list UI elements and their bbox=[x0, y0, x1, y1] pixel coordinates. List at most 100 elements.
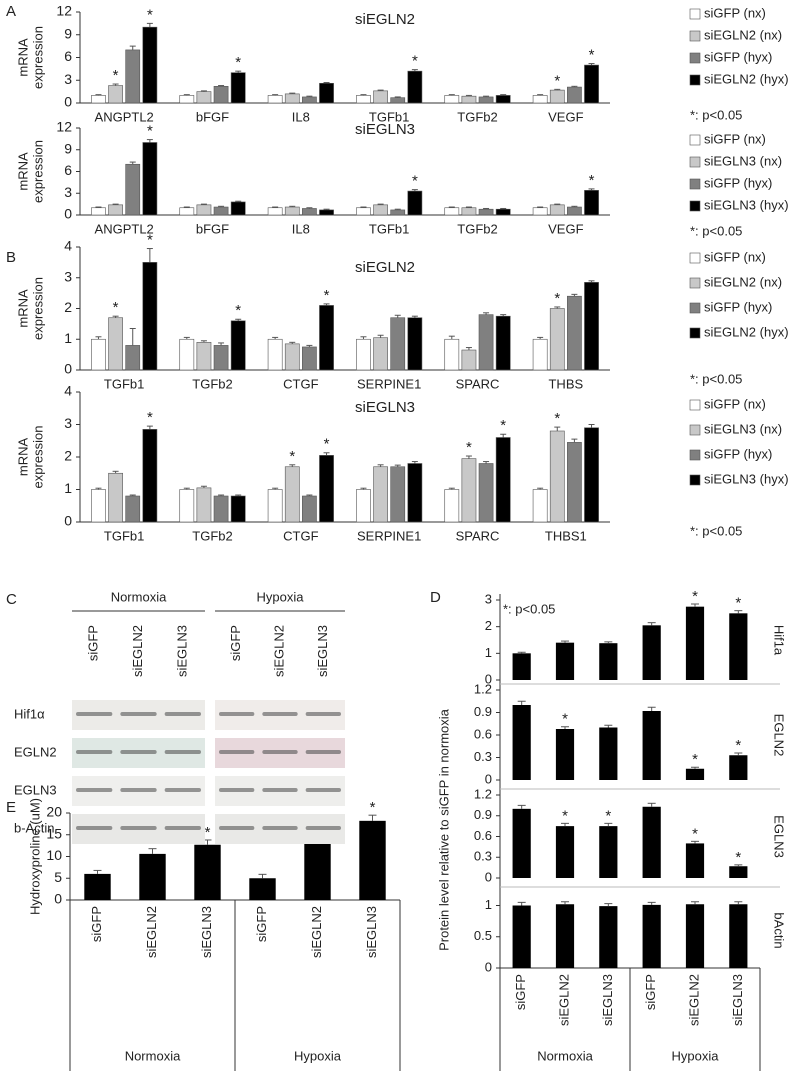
legend-label: siEGLN2 (nx) bbox=[704, 27, 782, 42]
bar bbox=[444, 207, 460, 216]
significance-note: *: p<0.05 bbox=[690, 371, 742, 386]
y-tick-label: 3 bbox=[64, 71, 72, 87]
bar bbox=[213, 206, 229, 216]
bar bbox=[549, 308, 565, 371]
x-tick-label: SERPINE1 bbox=[357, 528, 421, 543]
bar bbox=[319, 455, 334, 523]
bar bbox=[512, 653, 531, 680]
legend-swatch bbox=[689, 200, 701, 212]
chart-title: siEGLN3 bbox=[355, 121, 415, 138]
bar bbox=[567, 206, 582, 216]
bar bbox=[478, 208, 494, 216]
bar bbox=[495, 437, 511, 523]
x-tick-label: TGFb2 bbox=[457, 221, 497, 236]
bar bbox=[532, 207, 548, 216]
bar bbox=[91, 95, 106, 104]
x-tick-label: CTGF bbox=[283, 376, 318, 391]
bar bbox=[461, 458, 477, 523]
legend-swatch bbox=[689, 252, 701, 264]
bar bbox=[567, 442, 582, 523]
legend-swatch bbox=[689, 399, 701, 411]
bar bbox=[194, 844, 221, 900]
y-tick-label: 3 bbox=[485, 591, 492, 606]
significance-star: * bbox=[735, 849, 741, 866]
facet-label: EGLN3 bbox=[772, 815, 787, 858]
bar bbox=[407, 190, 423, 216]
y-tick-label: 1 bbox=[485, 645, 492, 660]
significance-star: * bbox=[147, 232, 153, 249]
bar bbox=[230, 201, 246, 216]
blot-band bbox=[120, 712, 157, 716]
bar bbox=[642, 625, 661, 680]
bar bbox=[584, 64, 599, 104]
bar bbox=[267, 207, 283, 216]
legend-label: siGFP (nx) bbox=[704, 131, 766, 146]
blot-band bbox=[219, 826, 255, 830]
x-tick-label: siEGLN3 bbox=[600, 974, 615, 1026]
bar bbox=[284, 466, 300, 523]
legend-swatch bbox=[689, 424, 701, 436]
x-tick-label: siEGLN3 bbox=[199, 906, 214, 958]
bar bbox=[179, 207, 195, 216]
legend-swatch bbox=[689, 327, 701, 339]
blot-row-label: EGLN3 bbox=[14, 782, 57, 797]
y-axis-label: expression bbox=[30, 26, 45, 89]
y-tick-label: 6 bbox=[64, 162, 72, 178]
bar bbox=[108, 317, 123, 371]
chart-title: siEGLN2 bbox=[355, 259, 415, 276]
y-tick-label: 0.6 bbox=[474, 726, 492, 741]
bar bbox=[512, 905, 531, 968]
blot-band bbox=[219, 712, 255, 716]
group-label: Normoxia bbox=[537, 1048, 593, 1063]
bar bbox=[642, 904, 661, 968]
bar bbox=[512, 705, 531, 780]
bar bbox=[179, 489, 195, 523]
facet-label: bActin bbox=[772, 912, 787, 948]
x-tick-label: siEGLN3 bbox=[730, 974, 745, 1026]
legend-swatch bbox=[689, 156, 701, 168]
significance-star: * bbox=[147, 6, 153, 23]
bar bbox=[91, 489, 106, 523]
x-tick-label: TGFb2 bbox=[192, 528, 232, 543]
y-tick-label: 0 bbox=[54, 891, 62, 907]
x-tick-label: siEGLN2 bbox=[144, 906, 159, 958]
significance-note: *: p<0.05 bbox=[690, 223, 742, 238]
blot-row-label: b-Actin bbox=[14, 820, 54, 835]
bar bbox=[444, 95, 460, 104]
bar bbox=[108, 204, 123, 216]
legend-label: siEGLN3 (nx) bbox=[704, 421, 782, 436]
blot-band bbox=[76, 712, 113, 716]
significance-star: * bbox=[205, 824, 211, 841]
bar bbox=[461, 95, 477, 104]
bar bbox=[302, 208, 317, 216]
facet-label: EGLN2 bbox=[772, 714, 787, 757]
bar bbox=[373, 337, 388, 371]
significance-note: *: p<0.05 bbox=[503, 601, 555, 616]
x-tick-label: siEGLN3 bbox=[364, 906, 379, 958]
bar bbox=[495, 208, 511, 216]
legend-label: siEGLN2 (hyx) bbox=[704, 71, 789, 86]
bar bbox=[267, 338, 283, 371]
bar bbox=[567, 295, 582, 371]
bar bbox=[142, 142, 158, 216]
y-tick-label: 3 bbox=[64, 268, 72, 284]
significance-star: * bbox=[692, 751, 698, 768]
bar bbox=[642, 806, 661, 878]
bar bbox=[444, 489, 460, 523]
y-axis-label: mRNA bbox=[15, 289, 30, 328]
x-tick-label: TGFb1 bbox=[369, 221, 409, 236]
bar bbox=[142, 429, 158, 523]
bar bbox=[555, 729, 575, 780]
blot-band bbox=[219, 788, 255, 792]
bar bbox=[230, 72, 246, 104]
blot-group-label: Hypoxia bbox=[257, 589, 305, 604]
legend-label: siGFP (hyx) bbox=[704, 446, 772, 461]
y-tick-label: 0.6 bbox=[474, 828, 492, 843]
y-tick-label: 4 bbox=[64, 383, 72, 399]
blot-lane-label: siEGLN2 bbox=[271, 625, 286, 677]
bar bbox=[356, 207, 371, 216]
bar bbox=[555, 826, 575, 878]
bar bbox=[729, 904, 748, 968]
bar bbox=[196, 342, 212, 371]
bar bbox=[407, 70, 423, 104]
